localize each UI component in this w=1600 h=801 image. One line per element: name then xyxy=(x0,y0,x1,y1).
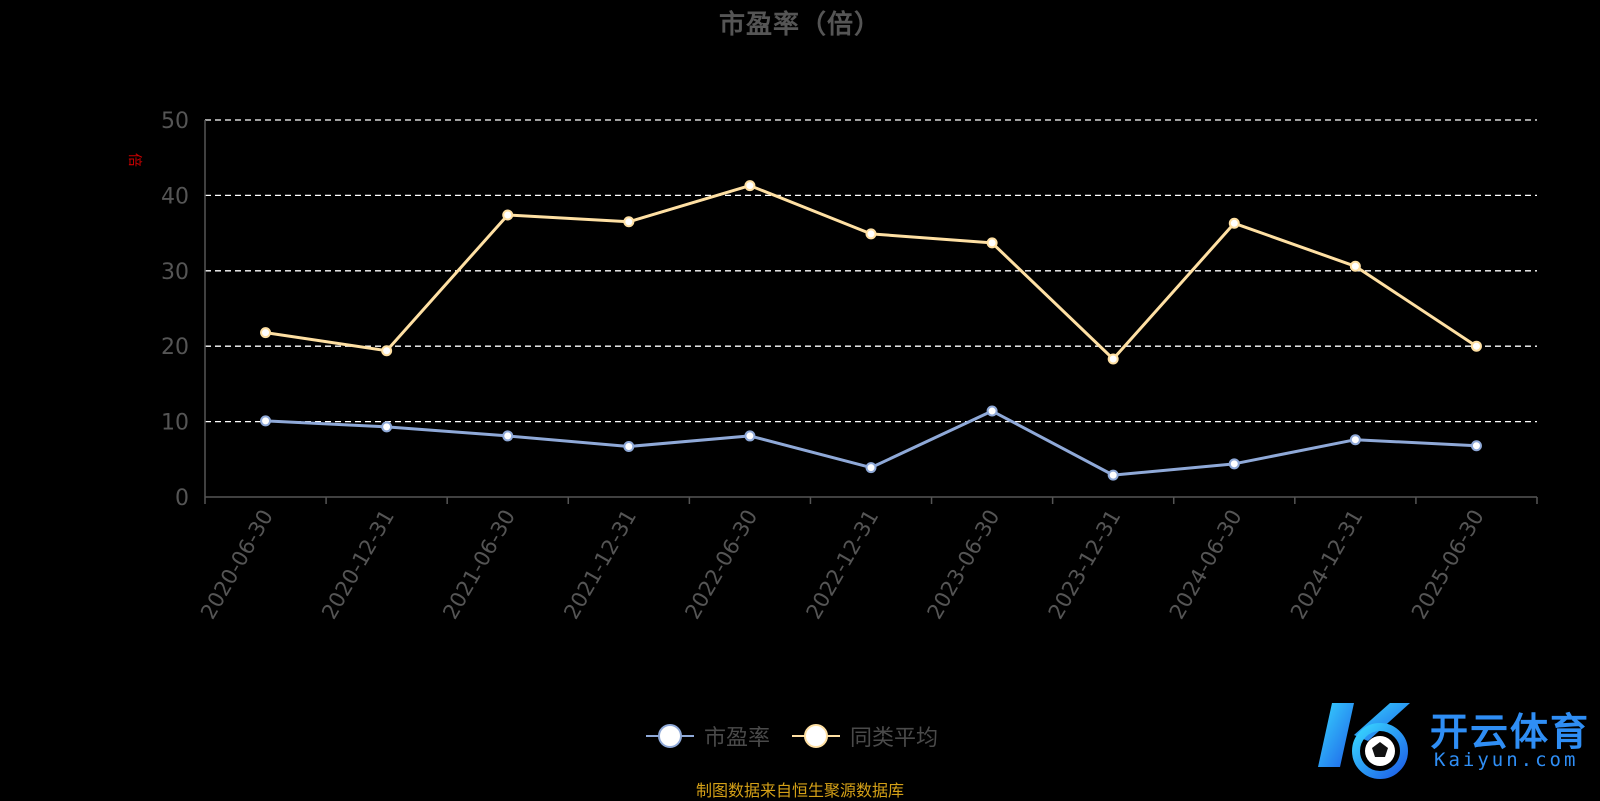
legend-marker-pe-icon xyxy=(646,724,694,748)
x-tick-label: 2020-12-31 xyxy=(317,506,399,624)
legend-label-pe: 市盈率 xyxy=(704,726,771,751)
data-point-pe[interactable] xyxy=(623,440,635,452)
y-tick-label: 10 xyxy=(161,411,189,436)
y-tick-label: 50 xyxy=(161,109,189,134)
x-tick-label: 2021-12-31 xyxy=(559,506,641,624)
x-tick-label: 2020-06-30 xyxy=(196,506,278,624)
logo-text: 开云体育 xyxy=(1430,710,1591,754)
y-tick-label: 30 xyxy=(161,260,189,285)
grid-lines xyxy=(205,119,1537,423)
data-point-pe[interactable] xyxy=(986,405,998,417)
data-point-pe[interactable] xyxy=(744,430,756,442)
x-tick-label: 2022-12-31 xyxy=(802,506,884,624)
chart-title: 市盈率（倍） xyxy=(718,10,881,40)
data-point-pe[interactable] xyxy=(1470,440,1482,452)
x-tick-label: 2024-12-31 xyxy=(1286,506,1368,624)
x-tick-label: 2024-06-30 xyxy=(1165,506,1247,624)
data-point-peer-avg[interactable] xyxy=(986,237,998,249)
y-tick-label: 40 xyxy=(161,184,189,209)
legend-item-peer-avg[interactable]: 同类平均 xyxy=(792,720,938,752)
series-line-peer-avg xyxy=(265,184,1478,361)
data-point-peer-avg[interactable] xyxy=(502,209,514,221)
data-point-pe[interactable] xyxy=(1228,458,1240,470)
y-tick-label: 20 xyxy=(161,335,189,360)
data-point-peer-avg[interactable] xyxy=(623,216,635,228)
data-point-pe[interactable] xyxy=(502,430,514,442)
x-tick-label: 2021-06-30 xyxy=(438,506,520,624)
legend-marker-peer-avg-icon xyxy=(792,724,841,748)
x-tick-label: 2023-12-31 xyxy=(1044,506,1126,624)
legend: 市盈率 同类平均 xyxy=(646,720,938,752)
data-point-pe[interactable] xyxy=(1349,434,1361,446)
tick-labels: 0 10 20 30 40 50 2020-06-30 2020-12-31 2021-06-3… xyxy=(161,109,1489,623)
logo-url: Kaiyun.com xyxy=(1434,749,1579,771)
data-point-peer-avg[interactable] xyxy=(744,180,756,192)
kaiyun-logo-icon xyxy=(1318,703,1410,779)
data-source-note: 制图数据来自恒生聚源数据库 xyxy=(695,781,904,800)
kaiyun-logo: 开云体育 Kaiyun.com xyxy=(1310,695,1600,790)
data-point-peer-avg[interactable] xyxy=(1228,217,1240,229)
legend-label-peer-avg: 同类平均 xyxy=(850,726,939,751)
x-tick-label: 2022-06-30 xyxy=(680,506,762,624)
legend-item-pe[interactable]: 市盈率 xyxy=(646,720,770,752)
y-tick-label: 0 xyxy=(175,486,189,511)
data-point-peer-avg[interactable] xyxy=(1470,340,1482,352)
data-point-peer-avg[interactable] xyxy=(381,345,393,357)
data-point-pe[interactable] xyxy=(865,462,877,474)
data-point-pe[interactable] xyxy=(381,421,393,433)
series-lines xyxy=(260,180,1482,481)
data-point-peer-avg[interactable] xyxy=(1107,353,1119,365)
data-point-peer-avg[interactable] xyxy=(260,327,272,339)
axes xyxy=(204,120,1538,504)
y-axis-label: 倍 xyxy=(126,153,142,167)
x-tick-label: 2025-06-30 xyxy=(1407,506,1489,624)
data-point-pe[interactable] xyxy=(260,415,272,427)
data-point-peer-avg[interactable] xyxy=(1349,260,1361,272)
x-tick-label: 2023-06-30 xyxy=(923,505,1005,623)
data-point-pe[interactable] xyxy=(1107,469,1119,481)
data-point-peer-avg[interactable] xyxy=(865,228,877,240)
